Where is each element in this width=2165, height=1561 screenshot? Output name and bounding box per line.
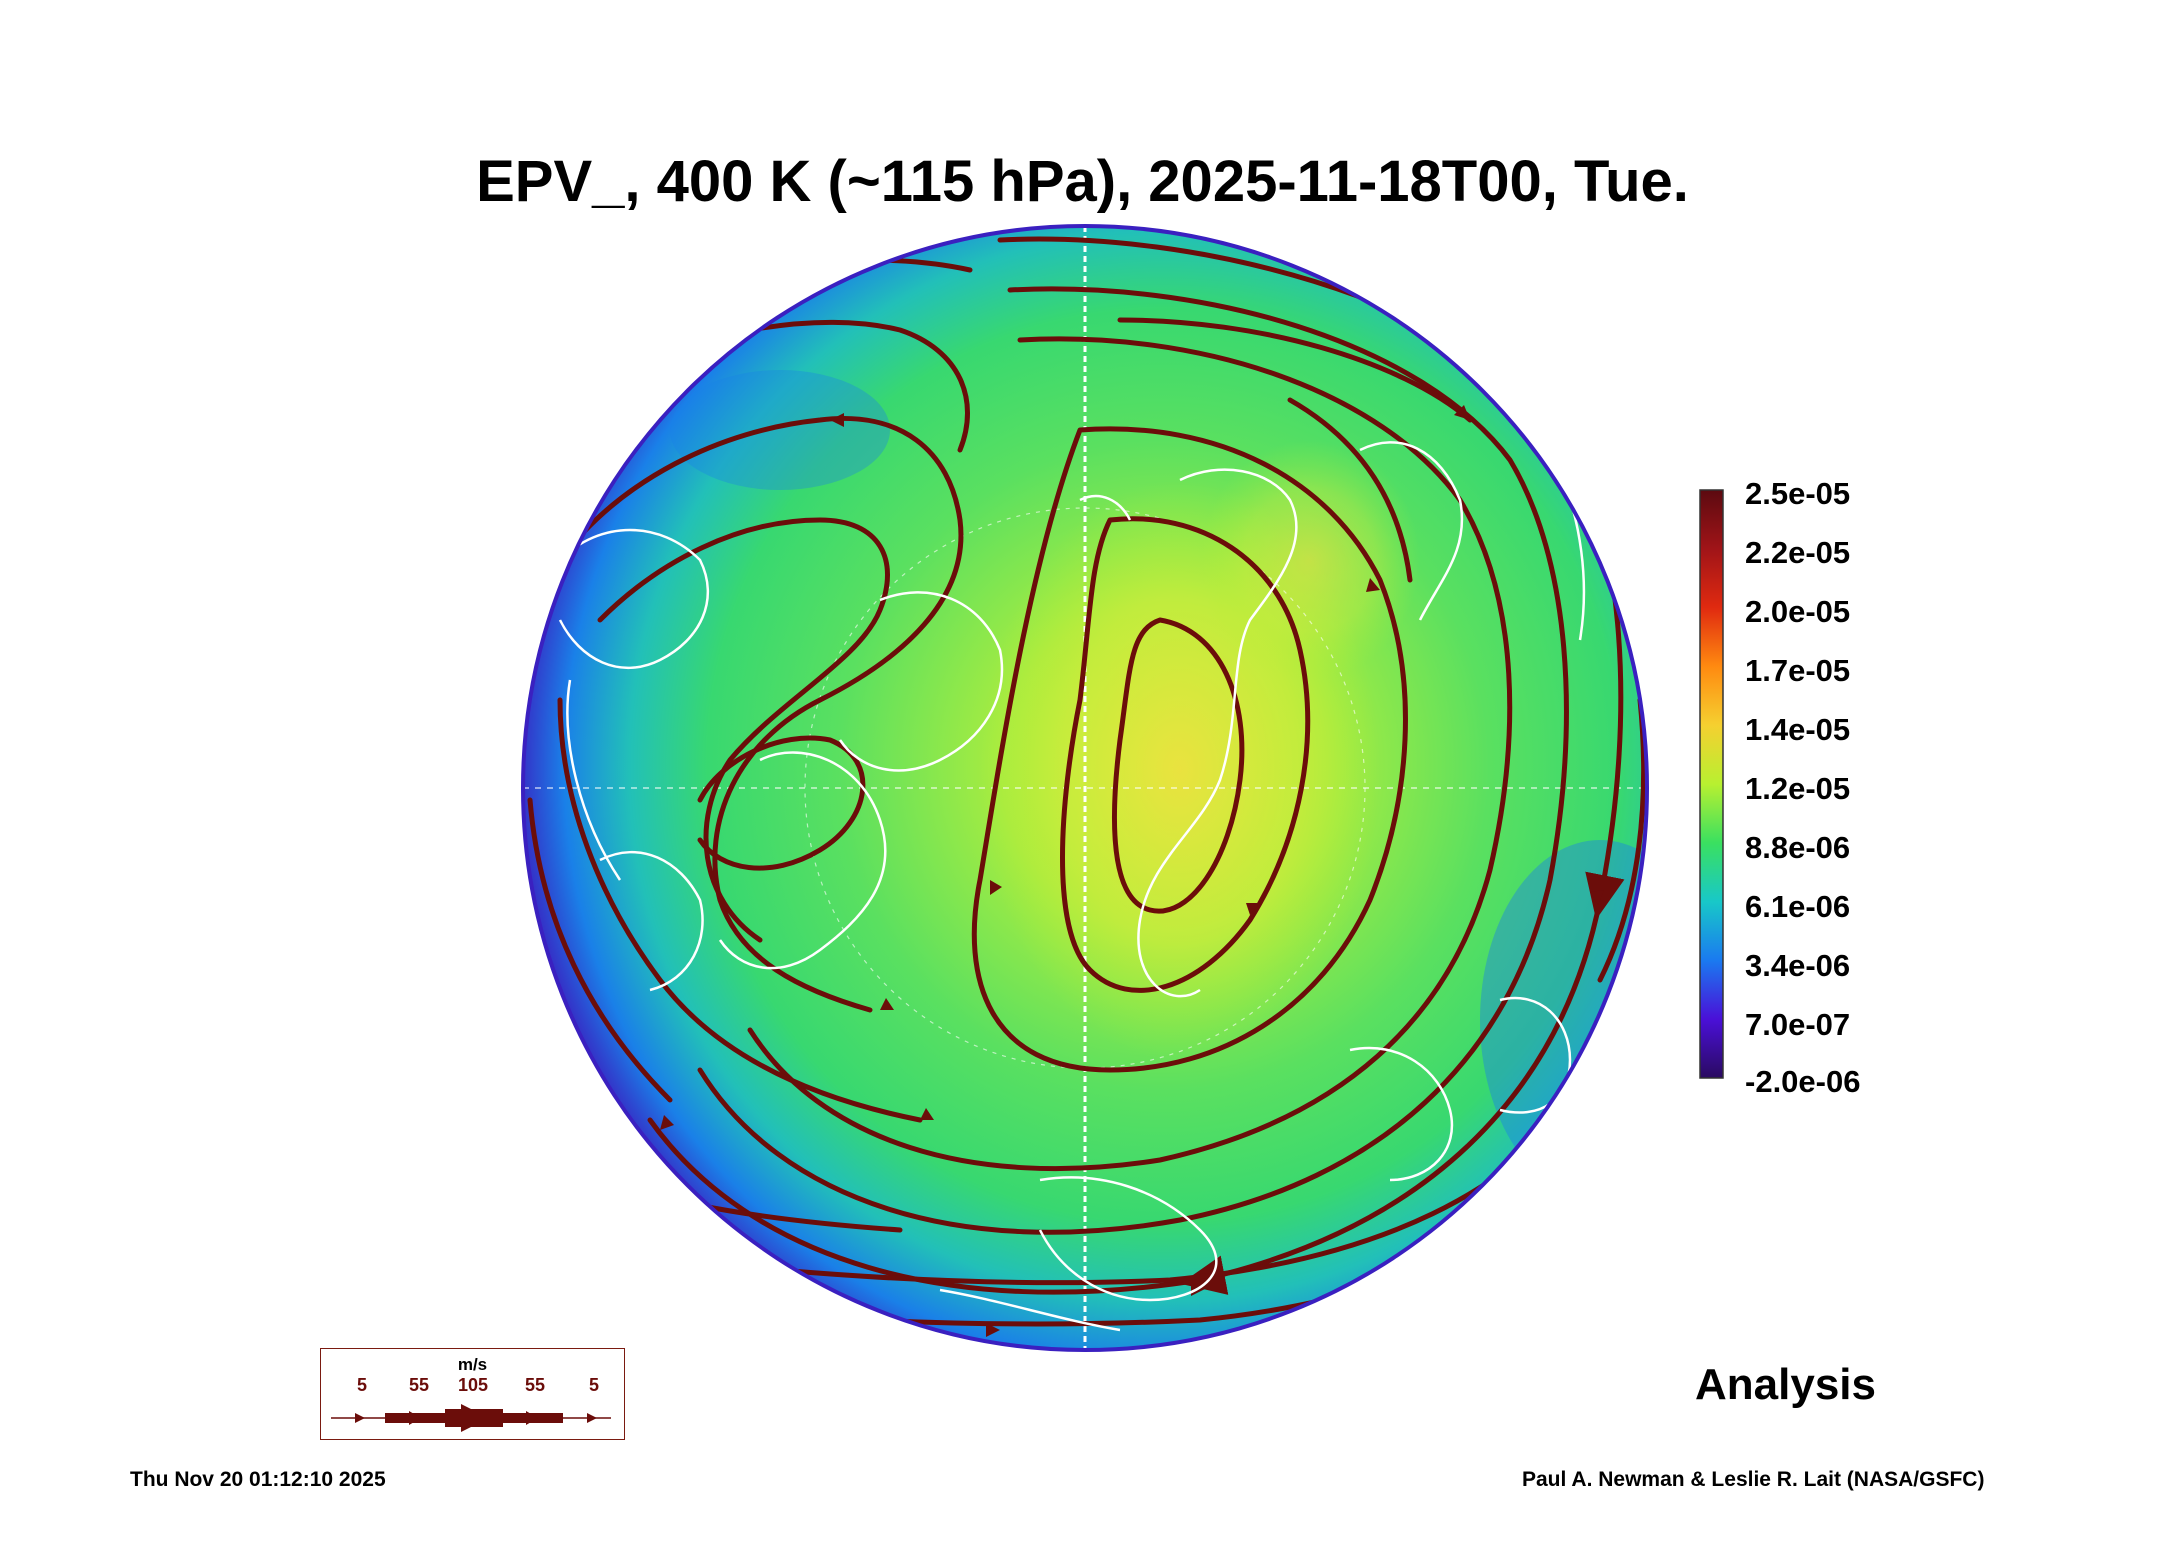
colorbar-tick-label: 1.4e-05 bbox=[1745, 712, 1850, 748]
colorbar-tick-label: 2.2e-05 bbox=[1745, 535, 1850, 571]
legend-arrow-widths bbox=[321, 1349, 624, 1439]
colorbar-tick-label: 1.7e-05 bbox=[1745, 653, 1850, 689]
colorbar-tick-label: 7.0e-07 bbox=[1745, 1007, 1850, 1043]
colorbar-tick-label: 6.1e-06 bbox=[1745, 889, 1850, 925]
colorbar-tick-label: -2.0e-06 bbox=[1745, 1064, 1860, 1100]
analysis-label: Analysis bbox=[1695, 1360, 1876, 1410]
colorbar-tick-label: 1.2e-05 bbox=[1745, 771, 1850, 807]
generation-timestamp: Thu Nov 20 01:12:10 2025 bbox=[130, 1468, 386, 1492]
colorbar bbox=[1700, 490, 1723, 1078]
wind-speed-legend: m/s 5 55 105 55 5 bbox=[320, 1348, 625, 1440]
author-credit: Paul A. Newman & Leslie R. Lait (NASA/GS… bbox=[1522, 1468, 1984, 1492]
colorbar-tick-label: 2.5e-05 bbox=[1745, 476, 1850, 512]
colorbar-tick-label: 8.8e-06 bbox=[1745, 830, 1850, 866]
colorbar-tick-label: 2.0e-05 bbox=[1745, 594, 1850, 630]
colorbar-tick-label: 3.4e-06 bbox=[1745, 948, 1850, 984]
